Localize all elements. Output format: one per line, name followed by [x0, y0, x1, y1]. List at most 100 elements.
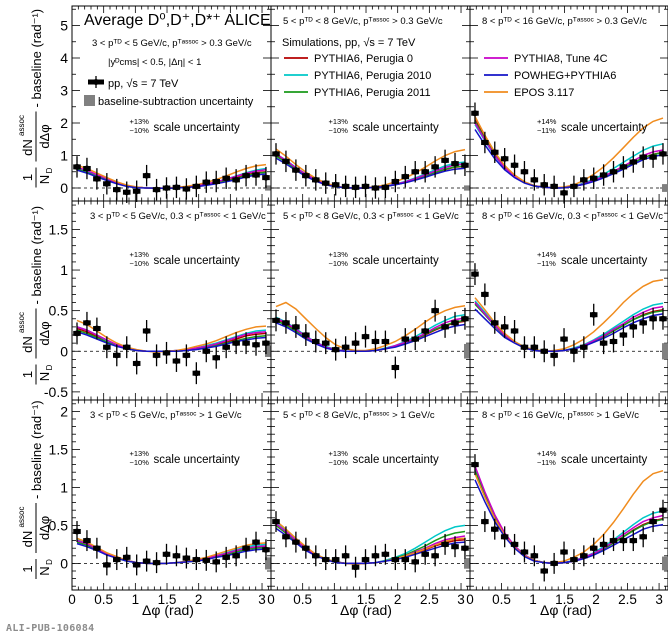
- data-marker: [223, 175, 230, 182]
- data-marker: [640, 319, 647, 326]
- data-point: [272, 143, 280, 165]
- y-tick-label: 1.5: [49, 441, 69, 457]
- data-marker: [491, 319, 498, 326]
- data-point: [262, 332, 270, 355]
- data-marker: [113, 352, 120, 359]
- data-point: [421, 161, 429, 183]
- data-point: [371, 177, 380, 199]
- data-point: [351, 176, 360, 199]
- data-point: [202, 549, 211, 571]
- panel-frame: [71, 200, 272, 401]
- data-point: [282, 526, 290, 548]
- data-point: [540, 340, 549, 363]
- data-point: [351, 332, 360, 355]
- data-marker: [173, 358, 180, 365]
- data-point: [471, 263, 479, 286]
- data-point: [182, 547, 191, 569]
- data-marker: [163, 185, 170, 191]
- data-point: [103, 554, 111, 576]
- data-marker: [461, 162, 468, 169]
- data-marker: [123, 554, 130, 561]
- data-marker: [213, 178, 220, 185]
- legend-sim-header: Simulations, pp, √s = 7 TeV: [282, 37, 416, 49]
- data-marker: [471, 110, 478, 117]
- data-point: [152, 178, 161, 201]
- data-marker: [93, 325, 100, 332]
- data-point: [122, 336, 131, 359]
- data-marker: [74, 163, 81, 170]
- data-marker: [83, 319, 90, 326]
- scale-uncertainty-label: scale uncertainty: [154, 255, 241, 267]
- data-point: [282, 311, 290, 334]
- data-marker: [123, 344, 130, 351]
- data-point: [83, 157, 91, 180]
- data-point: [510, 320, 519, 342]
- data-marker: [521, 344, 528, 351]
- x-tick-label: 0: [267, 592, 275, 607]
- data-marker: [302, 545, 309, 552]
- data-point: [540, 560, 549, 582]
- panel-kinematic-label: 8 < pᵀᴰ < 16 GeV/c, pᵀᵃˢˢᵒᶜ > 1 GeV/c: [482, 410, 639, 421]
- x-tick-label: 0: [466, 592, 474, 607]
- data-marker: [521, 168, 528, 175]
- data-marker: [630, 159, 637, 165]
- scale-uncertainty-label: scale uncertainty: [353, 255, 440, 267]
- data-marker: [243, 545, 250, 552]
- panel-kinematic-label: 5 < pᵀᴰ < 8 GeV/c, pᵀᵃˢˢᵒᶜ > 1 GeV/c: [283, 410, 435, 421]
- data-marker: [659, 315, 666, 322]
- y-tick-label: 1.5: [49, 221, 69, 237]
- panel-frame: [71, 399, 272, 591]
- data-point: [182, 344, 191, 367]
- legend-marker: [93, 79, 99, 85]
- data-point: [172, 545, 181, 567]
- scale-uncertainty-up: +13%: [130, 250, 150, 259]
- data-point: [550, 344, 558, 367]
- model-curve-perugia0: [474, 471, 664, 565]
- data-point: [282, 150, 290, 173]
- data-point: [441, 149, 449, 172]
- scale-uncertainty-down: −11%: [537, 259, 556, 268]
- data-marker: [262, 546, 269, 553]
- data-marker: [103, 344, 110, 351]
- data-marker: [352, 184, 359, 191]
- y-tick-label: 4: [60, 50, 68, 66]
- data-point: [93, 317, 101, 340]
- data-marker: [659, 507, 666, 514]
- y-title-nd-sub: D: [45, 559, 54, 565]
- data-point: [589, 537, 598, 559]
- data-marker: [471, 271, 478, 278]
- legend-data-marker: [88, 76, 104, 88]
- data-marker: [282, 158, 289, 165]
- data-point: [609, 530, 618, 552]
- data-point: [560, 541, 568, 563]
- x-tick-label: 0.5: [492, 592, 511, 607]
- data-marker: [630, 537, 637, 544]
- baseline-uncertainty-box: [265, 185, 271, 191]
- data-marker: [233, 552, 240, 559]
- data-marker: [352, 564, 359, 571]
- data-point: [93, 537, 101, 559]
- data-marker: [442, 157, 449, 164]
- data-marker: [302, 172, 309, 179]
- data-marker: [153, 352, 160, 359]
- data-marker: [481, 139, 488, 146]
- data-marker: [580, 344, 587, 351]
- data-marker: [133, 360, 140, 367]
- x-tick-label: 1: [529, 592, 537, 607]
- scale-uncertainty-down: −10%: [329, 458, 349, 467]
- data-point: [192, 549, 201, 571]
- data-point: [292, 315, 300, 338]
- panel-r1c1: 5 < pᵀᴰ < 8 GeV/c, 0.3 < pᵀᵃˢˢᵒᶜ < 1 GeV…: [270, 200, 471, 401]
- data-point: [381, 330, 390, 353]
- y-title-nd: N: [37, 566, 52, 575]
- data-marker: [402, 336, 409, 343]
- data-marker: [630, 323, 637, 330]
- data-marker: [223, 344, 230, 351]
- data-marker: [541, 568, 548, 574]
- data-point: [421, 543, 429, 565]
- data-marker: [143, 172, 150, 179]
- panel-kinematic-label: 5 < pᵀᴰ < 8 GeV/c, pᵀᵃˢˢᵒᶜ > 0.3 GeV/c: [283, 16, 443, 27]
- data-marker: [392, 556, 399, 563]
- data-marker: [422, 551, 429, 558]
